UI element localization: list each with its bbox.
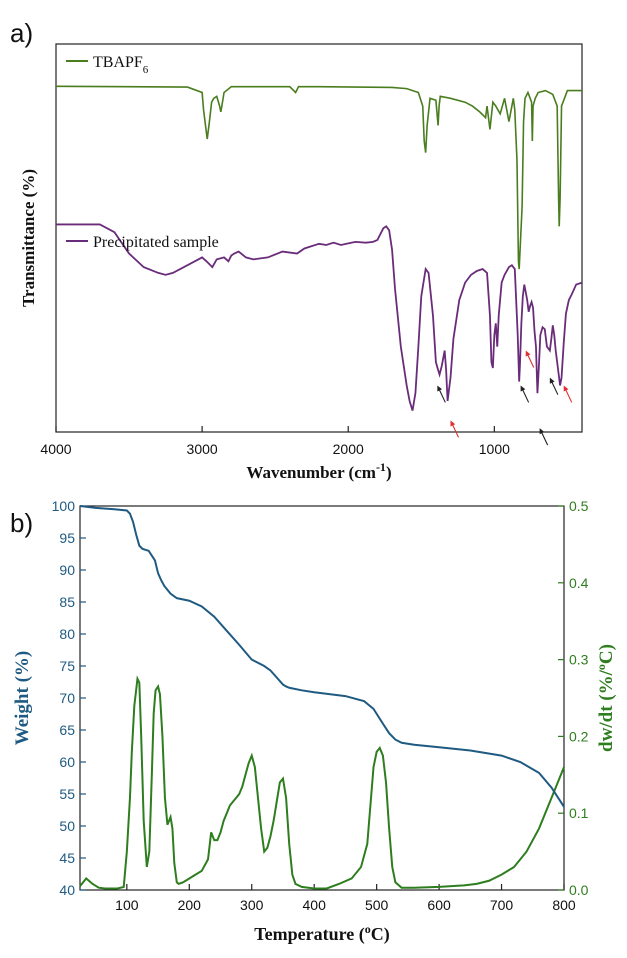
annotation-arrow-black: [437, 385, 446, 403]
x-tick-label: 700: [490, 897, 514, 913]
x-tick-label: 200: [178, 897, 202, 913]
legend-label-precipitated-sample: Precipitated sample: [93, 234, 219, 251]
series-line-dwdt: [79, 675, 565, 890]
y-tick-label: 40: [59, 882, 75, 898]
annotation-arrow-red: [525, 350, 535, 368]
x-tick-label: 400: [303, 897, 327, 913]
x-tick-label: 500: [365, 897, 389, 913]
y-tick-label: 70: [59, 690, 75, 706]
series-line-weight: [79, 505, 565, 808]
annotation-arrow-black: [549, 377, 559, 395]
legend-tbapf6: TBAPF6: [66, 54, 149, 76]
y2-tick-label: 0.2: [569, 728, 589, 744]
y-tick-label: 100: [52, 498, 76, 514]
panel-a-y-axis-label: Transmittance (%): [19, 169, 38, 307]
annotation-arrow-red: [450, 420, 459, 438]
y2-tick-label: 0.5: [569, 498, 589, 514]
panel-a-label: a): [10, 18, 33, 48]
x-tick-label: 300: [240, 897, 264, 913]
y-tick-label: 80: [59, 626, 75, 642]
panel-b-left-y-axis-label: Weight (%): [12, 651, 33, 745]
panel-b-left-y-ticks: 40 45 50 55 60 65 70 75 80 85 90 95 100: [52, 498, 86, 898]
y-tick-label: 65: [59, 722, 75, 738]
x-tick-label: 2000: [333, 441, 364, 457]
annotation-arrow-red: [563, 385, 573, 403]
y2-tick-label: 0.3: [569, 652, 589, 668]
y2-tick-label: 0.0: [569, 882, 589, 898]
panel-b: b) 100 200 300 400 500 600 700 800 40 45 50 55 60 65…: [10, 498, 617, 945]
legend-label-tbapf6: TBAPF6: [93, 54, 149, 76]
x-tick-label: 100: [115, 897, 139, 913]
panel-b-label: b): [10, 508, 33, 538]
y-tick-label: 95: [59, 530, 75, 546]
x-tick-label: 600: [427, 897, 451, 913]
series-line-tbapf6: [55, 85, 582, 270]
x-tick-label: 1000: [479, 441, 510, 457]
y-tick-label: 90: [59, 562, 75, 578]
panel-b-right-y-axis-label: dw/dt (%/oC): [594, 644, 617, 752]
annotation-arrow-black: [520, 385, 530, 403]
panel-a: a) 4000 3000 2000 1000 Wavenumber (cm-1) Tr…: [10, 18, 583, 482]
panel-b-x-ticks: 100 200 300 400 500 600 700 800: [115, 884, 576, 913]
x-tick-label: 800: [552, 897, 576, 913]
panel-b-plot-frame: [79, 505, 565, 891]
x-tick-label: 4000: [40, 441, 71, 457]
panel-a-x-ticks: 4000 3000 2000 1000: [40, 426, 510, 457]
legend-precipitated-sample: Precipitated sample: [66, 234, 219, 251]
series-line-precipitated-sample: [56, 223, 583, 411]
panel-a-x-axis-label: Wavenumber (cm-1): [246, 460, 391, 482]
y-tick-label: 85: [59, 594, 75, 610]
panel-b-right-y-ticks: 0.0 0.1 0.2 0.3 0.4 0.5: [558, 498, 589, 898]
y2-tick-label: 0.4: [569, 575, 589, 591]
y-tick-label: 55: [59, 786, 75, 802]
panel-b-x-axis-label: Temperature (oC): [254, 922, 389, 945]
y-tick-label: 50: [59, 818, 75, 834]
panel-a-annotation-arrows: [437, 350, 573, 446]
x-tick-label: 3000: [187, 441, 218, 457]
panel-a-plot-frame: [55, 43, 583, 433]
y-tick-label: 45: [59, 850, 75, 866]
annotation-arrow-black: [539, 428, 549, 446]
y-tick-label: 60: [59, 754, 75, 770]
y-tick-label: 75: [59, 658, 75, 674]
y2-tick-label: 0.1: [569, 805, 589, 821]
